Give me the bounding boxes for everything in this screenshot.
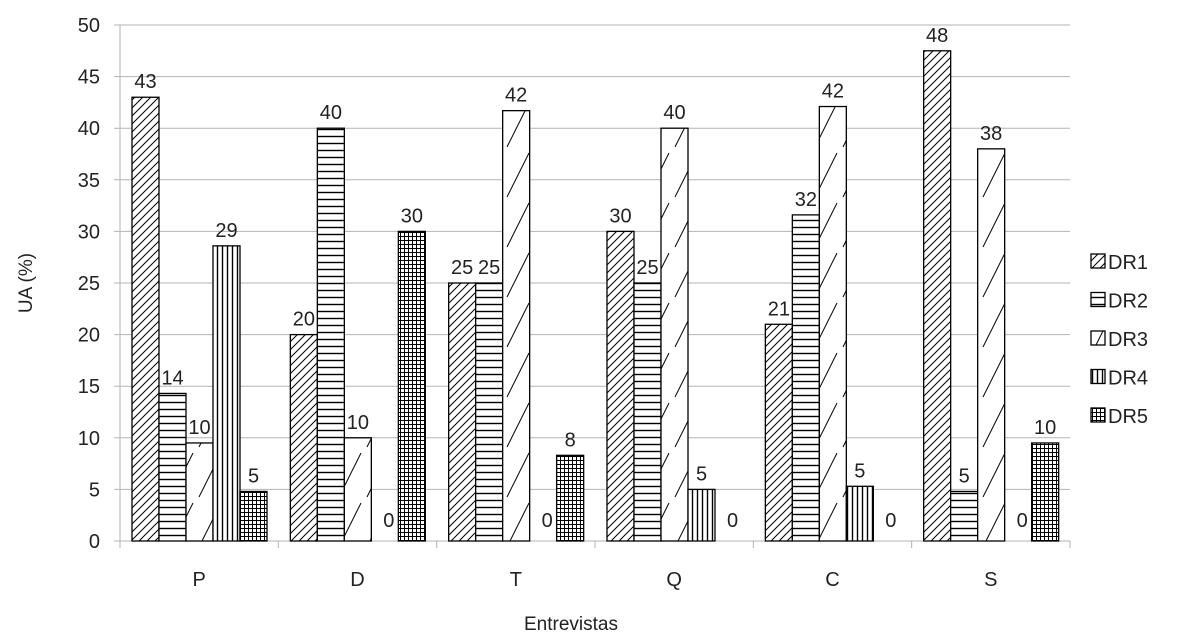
bar-dr2-c (791, 214, 820, 542)
legend-label-dr4: DR4 (1108, 368, 1148, 390)
data-label: 42 (505, 85, 527, 107)
legend-swatch-dr4 (1090, 368, 1106, 385)
data-label: 40 (663, 102, 685, 124)
y-tick-label: 20 (78, 325, 100, 347)
y-tick-label: 5 (89, 479, 100, 501)
bar-dr1-q (606, 230, 635, 542)
data-label: 32 (795, 189, 817, 211)
data-label: 10 (1034, 417, 1056, 439)
legend: DR1 DR2 DR3 DR4 DR5 (1090, 252, 1148, 428)
bar-dr5-t (556, 454, 585, 542)
legend-label-dr2: DR2 (1108, 291, 1148, 313)
legend-label-dr5: DR5 (1108, 406, 1148, 428)
data-label: 0 (885, 510, 896, 532)
x-tick-label: T (510, 569, 522, 591)
y-tick-label: 40 (78, 118, 100, 140)
legend-swatch-dr1 (1090, 253, 1106, 269)
x-tick-label: Q (666, 569, 682, 591)
y-tick-label: 15 (78, 376, 100, 398)
y-tick-label: 30 (78, 221, 100, 243)
y-tick-label: 45 (78, 67, 100, 89)
bar-dr1-d (289, 333, 318, 542)
bar-dr2-q (633, 282, 662, 542)
data-label: 30 (401, 205, 423, 227)
bar-dr3-t (502, 110, 531, 542)
data-label: 25 (636, 257, 658, 279)
bar-dr1-s (923, 50, 952, 542)
legend-label-dr1: DR1 (1108, 252, 1148, 274)
data-label: 40 (320, 102, 342, 124)
data-label: 30 (609, 205, 631, 227)
data-label: 25 (451, 257, 473, 279)
bar-dr3-d (343, 437, 372, 542)
data-label: 14 (161, 367, 183, 389)
data-label: 29 (215, 220, 237, 242)
gridlines (114, 24, 1070, 542)
data-label: 38 (980, 123, 1002, 145)
bar-dr2-d (316, 127, 345, 542)
data-label: 5 (854, 460, 865, 482)
x-axis-title: Entrevistas (524, 614, 618, 634)
bar-dr5-d (397, 230, 426, 542)
bar-dr4-q (687, 488, 716, 542)
data-label: 48 (926, 25, 948, 47)
data-label: 0 (383, 510, 394, 532)
legend-swatch-dr5 (1090, 407, 1106, 423)
x-tick-label: D (350, 569, 364, 591)
bar-dr5-p (239, 490, 268, 542)
data-label: 0 (1017, 510, 1028, 532)
x-tick-label: C (825, 569, 839, 591)
data-label: 20 (293, 309, 315, 331)
data-label: 5 (248, 465, 259, 487)
legend-swatch-dr3 (1090, 330, 1106, 346)
x-tick-label: S (984, 569, 997, 591)
y-axis-title: UA (%) (16, 253, 37, 313)
data-label: 8 (565, 429, 576, 451)
data-label: 43 (134, 71, 156, 93)
bar-dr3-q (660, 127, 689, 542)
data-label: 10 (188, 417, 210, 439)
y-tick-label: 25 (78, 273, 100, 295)
bars (131, 50, 1060, 542)
bar-dr1-p (131, 96, 160, 542)
bar-dr4-c (845, 485, 874, 542)
bar-dr2-p (158, 392, 187, 542)
bar-dr1-t (448, 282, 477, 542)
bar-dr1-c (764, 323, 793, 542)
data-label: 0 (542, 510, 553, 532)
bar-dr2-s (950, 490, 979, 542)
data-label: 21 (768, 298, 790, 320)
y-tick-label: 0 (89, 531, 100, 553)
legend-label-dr3: DR3 (1108, 329, 1148, 351)
legend-swatch-dr2 (1090, 291, 1106, 308)
bar-dr3-c (818, 105, 847, 542)
y-tick-label: 35 (78, 170, 100, 192)
bar-dr5-s (1031, 442, 1060, 542)
y-tick-label: 10 (78, 428, 100, 450)
y-tick-label: 50 (78, 15, 100, 37)
x-tick-label: P (192, 569, 205, 591)
data-label: 25 (478, 257, 500, 279)
data-label: 0 (727, 510, 738, 532)
bar-dr4-p (212, 245, 241, 542)
data-label: 5 (696, 463, 707, 485)
data-label: 10 (347, 412, 369, 434)
bar-dr3-p (185, 442, 214, 542)
data-label: 42 (822, 81, 844, 103)
data-label: 5 (959, 465, 970, 487)
bar-dr2-t (475, 282, 504, 542)
bar-dr3-s (977, 148, 1006, 542)
